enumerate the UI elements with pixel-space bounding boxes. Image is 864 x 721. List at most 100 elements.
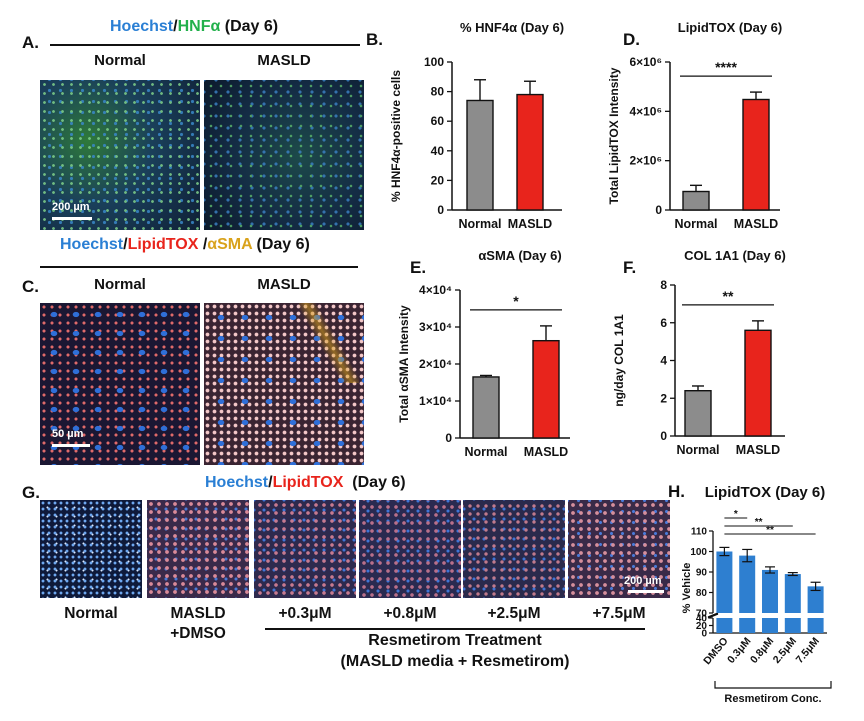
micrograph-g-resmetirom-2-5um	[463, 500, 565, 598]
y-tick-label: 60	[431, 114, 445, 128]
stain-hoechst: Hoechst	[205, 474, 269, 491]
stain-hoechst: Hoechst	[60, 236, 124, 253]
micrograph-g-resmetirom-0-3um	[254, 500, 356, 598]
panel-g-treatment-rule	[265, 628, 645, 630]
stain-separator: /	[173, 18, 178, 35]
y-tick-label: 4×10⁴	[419, 283, 452, 297]
bar-upper	[739, 555, 756, 613]
scale-bar-a	[52, 217, 92, 220]
condition-label-resmetirom-0-8um: +0.8μM	[383, 605, 437, 622]
panel-g-letter: G.	[22, 483, 40, 502]
bar-lower	[807, 618, 824, 633]
condition-label-resmetirom-7-5um: +7.5μM	[592, 605, 646, 622]
micrograph-c-masld	[204, 303, 364, 465]
chart-b: % HNF4α (Day 6) % HNF4α-positive cells 0 20…	[389, 20, 564, 231]
stain-separator: /	[268, 474, 273, 491]
bar-masld	[516, 93, 544, 211]
axis-break-mark	[707, 613, 719, 619]
chart-title: COL 1A1 (Day 6)	[684, 248, 786, 263]
bar-upper	[762, 569, 778, 613]
micrograph-a-normal: 200 µm	[40, 80, 200, 230]
y-tick-label: 6×10⁶	[629, 55, 662, 69]
y-tick-label: 40	[431, 144, 445, 158]
scale-bar-a-label: 200 µm	[52, 201, 90, 213]
x-tick-label: Normal	[674, 217, 717, 231]
bar-upper	[716, 551, 733, 613]
x-tick-label: DMSO	[701, 635, 730, 667]
x-tick-label: 0.8μM	[748, 635, 776, 666]
x-group-bracket	[714, 681, 832, 689]
panel-g-treatment-sublabel: (MASLD media + Resmetirom)	[340, 653, 570, 670]
stain-separator: /	[123, 236, 128, 253]
panel-c-rule	[40, 266, 358, 268]
y-tick-label: 100	[690, 547, 707, 558]
y-tick-label: 90	[696, 568, 708, 579]
y-tick-label: 3×10⁴	[419, 320, 452, 334]
micrograph-g-normal	[40, 500, 142, 598]
y-tick-label: 100	[424, 55, 444, 69]
chart-title: % HNF4α (Day 6)	[460, 20, 564, 35]
y-axis-label: % HNF4α-positive cells	[389, 70, 403, 202]
micrograph-a-masld	[204, 80, 364, 230]
scale-bar-c	[52, 444, 90, 447]
bar-upper	[784, 574, 801, 613]
scale-bar-g-label: 200 µm	[624, 575, 662, 587]
x-tick-label: 7.5μM	[794, 635, 822, 666]
axis-break-mark	[707, 612, 719, 618]
bar-normal	[684, 389, 712, 437]
y-tick-label: 4×10⁶	[629, 104, 662, 118]
chart-title: LipidTOX (Day 6)	[705, 484, 826, 501]
panel-g-treatment-label: Resmetirom Treatment	[368, 632, 542, 649]
panel-c-stain-title: Hoechst/LipidTOX /αSMA (Day 6)	[60, 236, 310, 254]
bar-lower	[739, 618, 756, 633]
y-tick-label: 6	[660, 316, 667, 330]
x-tick-label: Normal	[464, 445, 507, 459]
x-tick-label: MASLD	[524, 445, 568, 459]
x-tick-label: MASLD	[508, 217, 552, 231]
significance-marker: **	[755, 517, 763, 528]
bar-lower	[716, 618, 733, 633]
panel-h-letter: H.	[668, 482, 685, 501]
y-tick-label: 80	[696, 588, 708, 599]
y-tick-label: 0	[445, 431, 452, 445]
chart-title: LipidTOX (Day 6)	[678, 20, 783, 35]
bar-masld	[742, 98, 770, 211]
condition-label-masld-dmso: MASLD +DMSO	[170, 605, 226, 642]
stain-lipidtox: LipidTOX	[127, 236, 199, 253]
bar-lower	[784, 618, 801, 633]
panel-f-letter: F.	[623, 258, 637, 277]
x-tick-label: 2.5μM	[771, 635, 799, 666]
micrograph-g-masld-dmso	[147, 500, 249, 598]
bar-normal	[472, 376, 500, 439]
x-axis-label: Resmetirom Conc.	[724, 693, 821, 705]
y-tick-label: 2	[660, 391, 667, 405]
x-tick-label: Normal	[676, 443, 719, 457]
micrograph-g-resmetirom-0-8um	[359, 500, 461, 598]
panel-c-letter: C.	[22, 277, 39, 296]
y-tick-label: 1×10⁴	[419, 394, 452, 408]
y-axis-label: Total LipidTOX Intensity	[607, 67, 621, 204]
y-axis-label: Total αSMA Intensity	[397, 305, 411, 423]
panel-a-stain-title: Hoechst/HNFα (Day 6)	[110, 18, 278, 36]
y-tick-label: 0	[437, 203, 444, 217]
condition-label-resmetirom-0-3um: +0.3μM	[278, 605, 332, 622]
y-tick-label: 80	[431, 85, 445, 99]
scale-bar-c-label: 50 µm	[52, 428, 84, 440]
y-tick-label: 2×10⁶	[629, 154, 662, 168]
micrograph-g-resmetirom-7-5um	[568, 500, 670, 598]
x-tick-label: MASLD	[736, 443, 780, 457]
y-tick-label: 110	[691, 527, 708, 538]
y-tick-label: 20	[431, 173, 445, 187]
panel-a-condition-normal: Normal	[94, 52, 146, 69]
y-tick-label: 4	[660, 354, 667, 368]
stain-day: (Day 6)	[220, 18, 279, 35]
stain-day: (Day 6)	[343, 474, 406, 491]
y-axis-label: ng/day COL 1A1	[612, 314, 626, 407]
x-tick-label: 0.3μM	[725, 635, 753, 666]
significance-marker: ****	[715, 59, 737, 75]
bar-normal	[682, 190, 710, 211]
bar-normal	[466, 99, 494, 211]
panel-b-letter: B.	[366, 30, 383, 49]
panel-d-letter: D.	[623, 30, 640, 49]
